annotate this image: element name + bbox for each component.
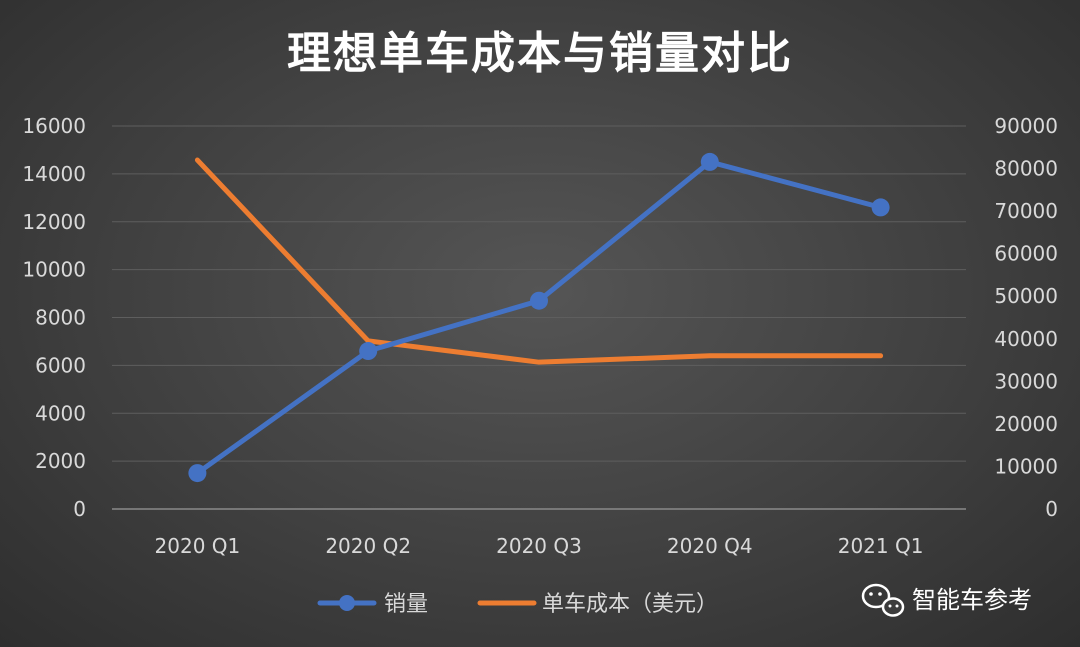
right-tick-label: 30000 (994, 369, 1058, 393)
left-tick-label: 0 (73, 497, 86, 521)
left-tick-label: 2000 (35, 449, 86, 473)
left-tick-label: 4000 (35, 401, 86, 425)
category-label: 2021 Q1 (838, 534, 924, 558)
category-label: 2020 Q2 (325, 534, 411, 558)
left-tick-label: 10000 (22, 258, 86, 282)
x-axis-categories: 2020 Q1 2020 Q2 2020 Q3 2020 Q4 2021 Q1 (155, 534, 924, 558)
category-label: 2020 Q4 (667, 534, 753, 558)
series-point (700, 152, 719, 171)
left-tick-label: 14000 (22, 162, 86, 186)
left-tick-label: 6000 (35, 353, 86, 377)
right-tick-label: 60000 (994, 242, 1058, 266)
right-tick-label: 80000 (994, 157, 1058, 181)
series-point (530, 291, 548, 310)
right-axis-ticks: 0 10000 20000 30000 40000 50000 60000 70000 8000… (994, 114, 1058, 521)
right-tick-label: 70000 (994, 199, 1058, 223)
left-axis-ticks: 0 2000 4000 6000 8000 10000 12000 14000 16000 (22, 114, 86, 521)
series-point (359, 342, 378, 361)
series-point (871, 198, 890, 217)
category-label: 2020 Q3 (496, 534, 582, 558)
chart-title: 理想单车成本与销量对比 (287, 28, 793, 79)
category-label: 2020 Q1 (155, 534, 241, 558)
watermark: 智能车参考 (861, 583, 1032, 617)
legend-marker (339, 595, 355, 611)
series-line-1 (194, 157, 884, 365)
right-tick-label: 50000 (994, 284, 1058, 308)
legend-label: 单车成本（美元） (542, 592, 718, 617)
wechat-icon (861, 583, 905, 617)
grid-lines (112, 125, 966, 510)
legend: 销量 单车成本（美元） (317, 592, 718, 617)
watermark-text: 智能车参考 (912, 586, 1032, 614)
right-tick-label: 20000 (994, 412, 1058, 436)
legend-label: 销量 (384, 592, 428, 617)
right-tick-label: 90000 (994, 114, 1058, 138)
right-tick-label: 10000 (994, 454, 1058, 478)
right-tick-label: 40000 (994, 327, 1058, 351)
left-tick-label: 12000 (22, 210, 86, 234)
right-tick-label: 0 (1045, 497, 1058, 521)
series-layer (188, 152, 890, 483)
left-tick-label: 16000 (22, 114, 86, 138)
left-tick-label: 8000 (35, 306, 86, 330)
series-point (188, 464, 207, 483)
